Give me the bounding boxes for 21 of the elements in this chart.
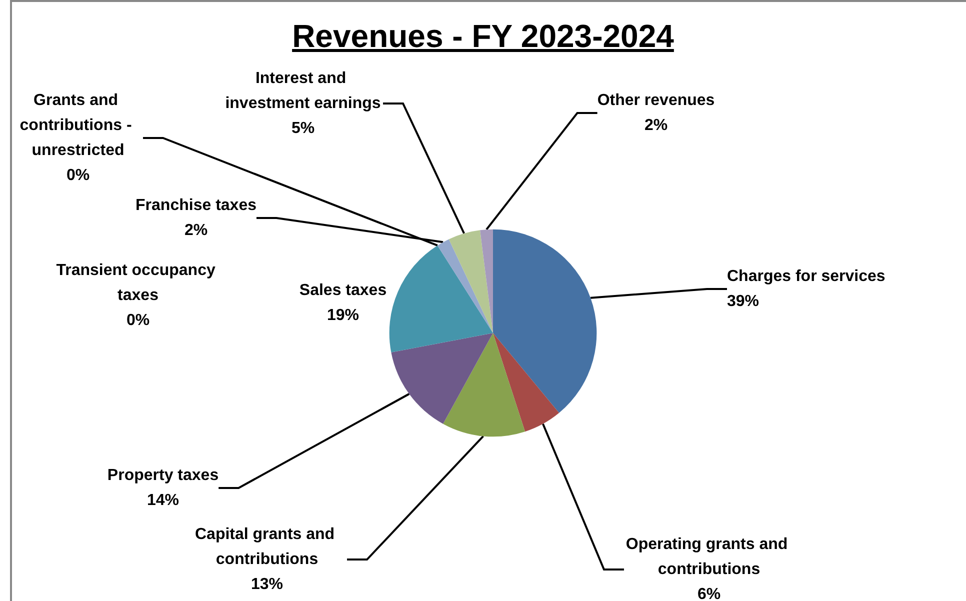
category-label: Transient occupancy taxes: [56, 262, 216, 304]
slice-label: Charges for services: [727, 268, 886, 285]
chart-title: Revenues - FY 2023-2024: [291, 18, 675, 55]
slice-label: Operating grants and contributions: [626, 536, 792, 578]
text: 0%: [126, 312, 150, 329]
data-label: 13%: [250, 576, 284, 593]
data-label: 2%: [184, 222, 208, 239]
category-label: Grants and contributions - unrestricted: [20, 92, 132, 159]
data-label: 39%: [727, 293, 760, 310]
data-label: 5%: [291, 120, 315, 137]
data-label: 14%: [146, 492, 180, 509]
text: 0%: [66, 167, 90, 184]
slice-label: Property taxes: [107, 467, 219, 484]
data-label: 6%: [697, 586, 721, 601]
slice-label: Other revenues: [597, 92, 715, 109]
slice-label: Capital grants and contributions: [194, 526, 340, 568]
data-label: 2%: [644, 117, 668, 134]
slice-label: Interest and investment earnings: [225, 70, 381, 112]
slice-label: Franchise taxes: [136, 197, 257, 214]
slice-label: Sales taxes: [299, 282, 387, 299]
data-label: 19%: [326, 307, 360, 324]
